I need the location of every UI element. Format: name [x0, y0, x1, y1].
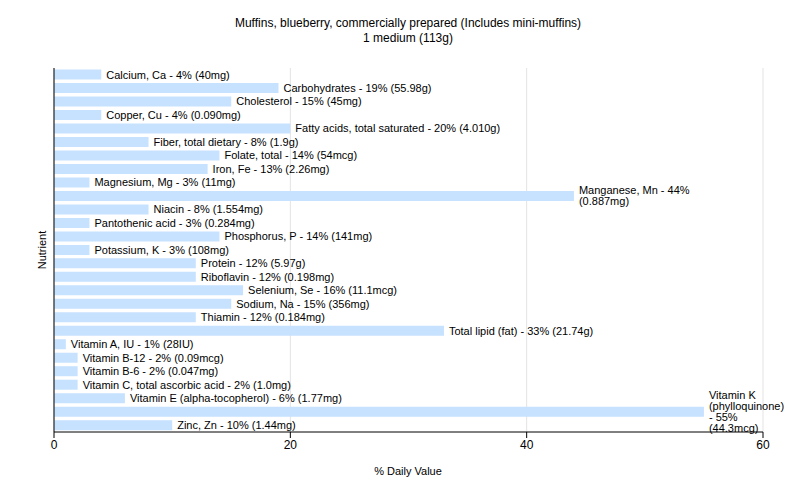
svg-text:Magnesium, Mg - 3% (11mg): Magnesium, Mg - 3% (11mg) — [94, 176, 235, 188]
svg-text:60: 60 — [756, 438, 770, 452]
svg-text:Protein - 12% (5.97g): Protein - 12% (5.97g) — [201, 257, 306, 269]
svg-text:Iron, Fe - 13% (2.26mg): Iron, Fe - 13% (2.26mg) — [213, 163, 330, 175]
html-text:% Daily Value: % Daily Value — [374, 465, 442, 477]
svg-text:Fatty acids, total saturated -: Fatty acids, total saturated - 20% (4.01… — [295, 122, 500, 134]
svg-text:Riboflavin - 12% (0.198mg): Riboflavin - 12% (0.198mg) — [201, 271, 334, 283]
svg-text:Vitamin E (alpha-tocopherol) -: Vitamin E (alpha-tocopherol) - 6% (1.77m… — [130, 392, 342, 404]
svg-text:Zinc, Zn - 10% (1.44mg): Zinc, Zn - 10% (1.44mg) — [177, 419, 296, 431]
svg-text:Pantothenic acid - 3% (0.284mg: Pantothenic acid - 3% (0.284mg) — [94, 217, 254, 229]
html-text:Muffins, blueberry, commercial: Muffins, blueberry, commercially prepare… — [234, 16, 582, 30]
svg-text:0: 0 — [51, 438, 58, 452]
svg-text:Vitamin C, total ascorbic acid: Vitamin C, total ascorbic acid - 2% (1.0… — [83, 379, 291, 391]
svg-text:Niacin - 8% (1.554mg): Niacin - 8% (1.554mg) — [154, 203, 263, 215]
svg-text:Manganese, Mn - 44%(0.887mg): Manganese, Mn - 44%(0.887mg) — [579, 184, 690, 207]
svg-text:Fiber, total dietary - 8% (1.9: Fiber, total dietary - 8% (1.9g) — [154, 136, 299, 148]
svg-text:Cholesterol - 15% (45mg): Cholesterol - 15% (45mg) — [236, 95, 361, 107]
svg-text:Vitamin K(phylloquinone)- 55%(: Vitamin K(phylloquinone)- 55%(44.3mcg) — [709, 389, 784, 434]
svg-text:Phosphorus, P - 14% (141mg): Phosphorus, P - 14% (141mg) — [224, 230, 372, 242]
svg-text:Potassium, K - 3% (108mg): Potassium, K - 3% (108mg) — [94, 244, 229, 256]
svg-text:40: 40 — [520, 438, 534, 452]
html-text:Nutrient: Nutrient — [36, 230, 48, 270]
svg-text:Total lipid (fat) - 33% (21.74: Total lipid (fat) - 33% (21.74g) — [449, 325, 593, 337]
svg-text:Folate, total - 14% (54mcg): Folate, total - 14% (54mcg) — [224, 149, 357, 161]
svg-text:Sodium, Na - 15% (356mg): Sodium, Na - 15% (356mg) — [236, 298, 369, 310]
svg-text:Carbohydrates - 19% (55.98g): Carbohydrates - 19% (55.98g) — [284, 82, 432, 94]
svg-text:Calcium, Ca - 4% (40mg): Calcium, Ca - 4% (40mg) — [106, 69, 229, 81]
svg-text:Vitamin B-12 - 2% (0.09mcg): Vitamin B-12 - 2% (0.09mcg) — [83, 352, 224, 364]
svg-text:Vitamin A, IU - 1% (28IU): Vitamin A, IU - 1% (28IU) — [71, 338, 194, 350]
svg-text:20: 20 — [284, 438, 298, 452]
svg-text:Thiamin - 12% (0.184mg): Thiamin - 12% (0.184mg) — [201, 311, 325, 323]
html-text:1 medium (113g): 1 medium (113g) — [363, 31, 453, 45]
svg-text:Vitamin B-6 - 2% (0.047mg): Vitamin B-6 - 2% (0.047mg) — [83, 365, 219, 377]
svg-text:Copper, Cu - 4% (0.090mg): Copper, Cu - 4% (0.090mg) — [106, 109, 241, 121]
svg-text:Selenium, Se - 16% (11.1mcg): Selenium, Se - 16% (11.1mcg) — [248, 284, 397, 296]
